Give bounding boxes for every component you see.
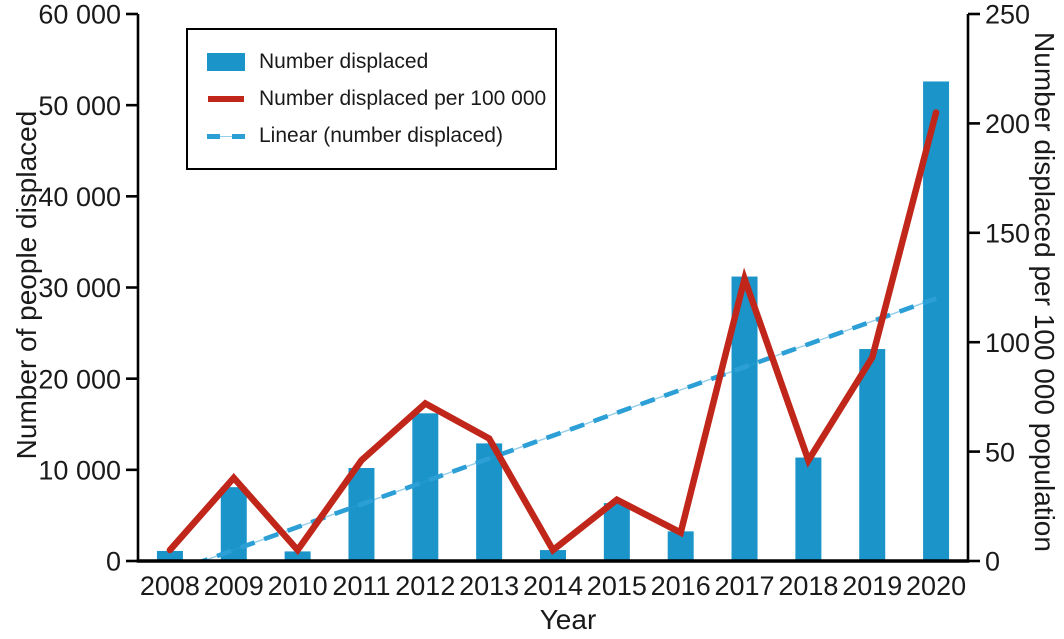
y-left-tick-label: 50 000 [38, 91, 121, 121]
bar-2020 [923, 81, 950, 562]
bar-2019 [859, 349, 886, 561]
x-tick-label-2013: 2013 [459, 571, 519, 601]
rate-line [166, 109, 940, 556]
y-left-tick-label: 60 000 [38, 0, 121, 30]
bar-2011 [348, 468, 375, 561]
y-right-tick-label: 150 [985, 219, 1030, 249]
x-tick-label-2020: 2020 [906, 571, 966, 601]
legend-item-label: Number displaced per 100 000 [259, 87, 547, 110]
legend-item-label: Number displaced [259, 50, 429, 73]
x-tick-label-2010: 2010 [268, 571, 328, 601]
x-tick-label-2011: 2011 [332, 571, 390, 601]
bar-2016 [667, 531, 694, 561]
x-tick-label-2012: 2012 [395, 571, 455, 601]
x-tick-label-2009: 2009 [204, 571, 264, 601]
bar-2015 [603, 503, 630, 561]
line-swatch-icon [207, 89, 245, 109]
bar-2008 [156, 550, 183, 561]
y-left-tick-label: 20 000 [38, 364, 121, 394]
x-tick-label-2015: 2015 [587, 571, 647, 601]
y-axis-left-title: Number of people displaced [11, 110, 42, 460]
linear-trend-line [196, 296, 937, 561]
bar-swatch-icon [207, 52, 245, 72]
legend-item-linear-trend: Linear (number displaced) [207, 124, 555, 147]
trend-line-dashed [196, 296, 937, 561]
x-tick-label-2008: 2008 [140, 571, 200, 601]
x-axis-title: Year [539, 604, 597, 635]
bar-2014 [540, 550, 566, 561]
y-right-tick-label: 250 [985, 0, 1030, 30]
y-left-tick-label: 0 [106, 547, 121, 577]
x-tick-label-2018: 2018 [778, 571, 838, 601]
x-tick-label-2016: 2016 [651, 571, 711, 601]
legend-item-per-100000: Number displaced per 100 000 [207, 87, 555, 110]
y-right-tick-label: 200 [985, 109, 1030, 139]
x-tick-label-2019: 2019 [842, 571, 902, 601]
bar-2018 [795, 457, 822, 561]
y-right-tick-label: 0 [985, 547, 1000, 577]
legend-item-number-displaced: Number displaced [207, 50, 555, 73]
y-right-tick-label: 100 [985, 328, 1030, 358]
legend-item-label: Linear (number displaced) [259, 124, 503, 147]
y-left-tick-label: 30 000 [38, 273, 121, 303]
bar-2012 [412, 413, 439, 561]
y-axis-right-title: Number displaced per 100 000 population [1029, 32, 1060, 552]
y-left-tick-label: 10 000 [38, 456, 121, 486]
y-right-tick-label: 50 [985, 437, 1015, 467]
dashed-line-swatch-icon [207, 126, 245, 146]
bar-2010 [284, 551, 311, 561]
legend: Number displaced Number displaced per 10… [186, 28, 557, 170]
x-tick-label-2017: 2017 [714, 571, 774, 601]
x-tick-label-2014: 2014 [523, 571, 583, 601]
y-left-tick-label: 40 000 [38, 182, 121, 212]
